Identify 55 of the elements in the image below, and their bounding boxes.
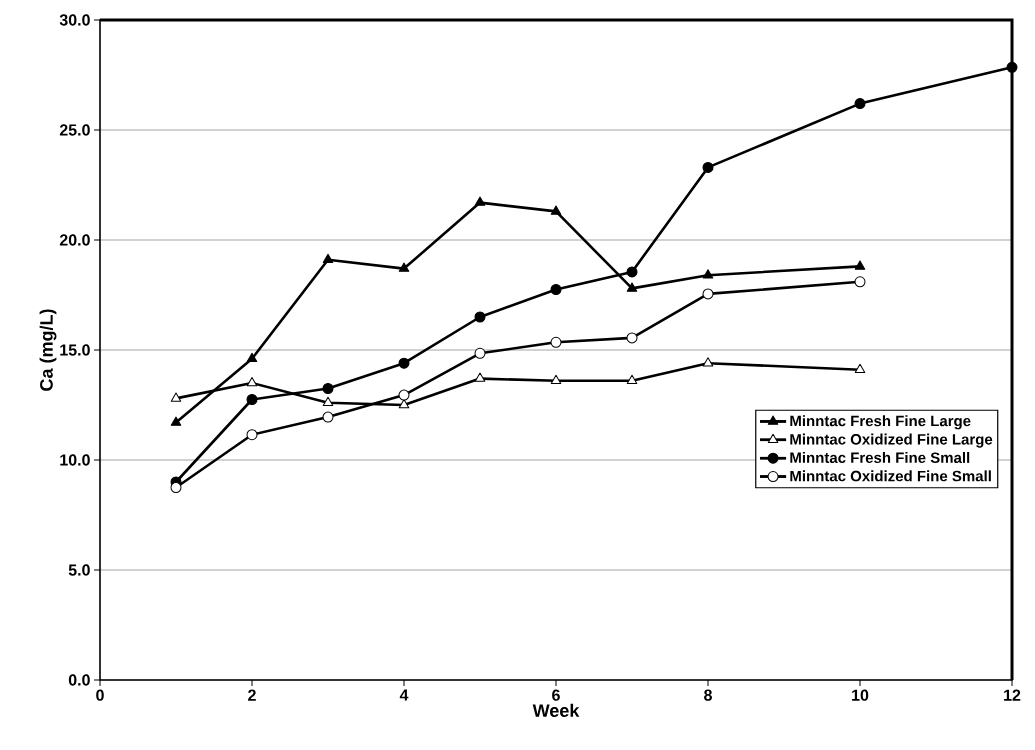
point — [474, 311, 486, 323]
legend-label: Minntac Fresh Fine Small — [790, 451, 970, 463]
point — [246, 352, 258, 363]
point — [398, 399, 410, 409]
point — [854, 98, 866, 110]
point — [246, 429, 258, 441]
point — [550, 336, 562, 348]
y-tick-label: 0.0 — [68, 674, 90, 686]
point — [702, 269, 714, 279]
point — [474, 196, 486, 206]
point — [626, 332, 638, 344]
point — [398, 389, 410, 401]
point — [246, 394, 258, 405]
point — [474, 347, 486, 359]
x-tick-label: 4 — [399, 689, 409, 701]
x-tick-label: 12 — [1004, 689, 1021, 701]
x-tick-label: 6 — [552, 689, 560, 701]
y-tick-label: 20.0 — [59, 234, 90, 246]
y-tick-label: 15.0 — [60, 344, 90, 356]
point — [170, 392, 182, 402]
point — [322, 253, 334, 264]
x-tick-label: 2 — [248, 689, 256, 701]
x-tick-label: 0 — [96, 689, 104, 701]
y-axis-title: Ca (mg/L) — [39, 309, 57, 391]
point — [322, 411, 334, 423]
point — [626, 266, 638, 278]
point — [398, 357, 410, 369]
y-tick-label: 5.0 — [68, 564, 90, 576]
point — [702, 161, 714, 173]
point — [550, 284, 562, 295]
point — [170, 482, 182, 493]
legend-label: Minntac Fresh Fine Large — [790, 415, 971, 430]
point — [854, 363, 866, 374]
point — [170, 416, 182, 426]
point — [626, 282, 638, 292]
point — [626, 374, 638, 385]
x-tick-label: 8 — [704, 689, 712, 701]
y-tick-label: 30.0 — [59, 14, 90, 26]
point — [398, 262, 410, 272]
x-tick-label: 10 — [852, 689, 869, 701]
legend-label: Minntac Oxidized Fine Large — [790, 433, 993, 448]
y-tick-label: 10.0 — [60, 454, 90, 466]
point — [322, 396, 334, 407]
point — [854, 276, 866, 288]
point — [550, 374, 562, 385]
point — [474, 372, 486, 382]
x-axis-title: Week — [532, 703, 580, 717]
point — [246, 377, 258, 387]
point — [702, 288, 714, 300]
point — [550, 205, 562, 215]
point — [854, 260, 866, 270]
y-tick-label: 25.0 — [59, 124, 90, 136]
point — [322, 383, 334, 394]
point — [702, 357, 714, 367]
legend-label: Minntac Oxidized Fine Small — [790, 470, 991, 482]
